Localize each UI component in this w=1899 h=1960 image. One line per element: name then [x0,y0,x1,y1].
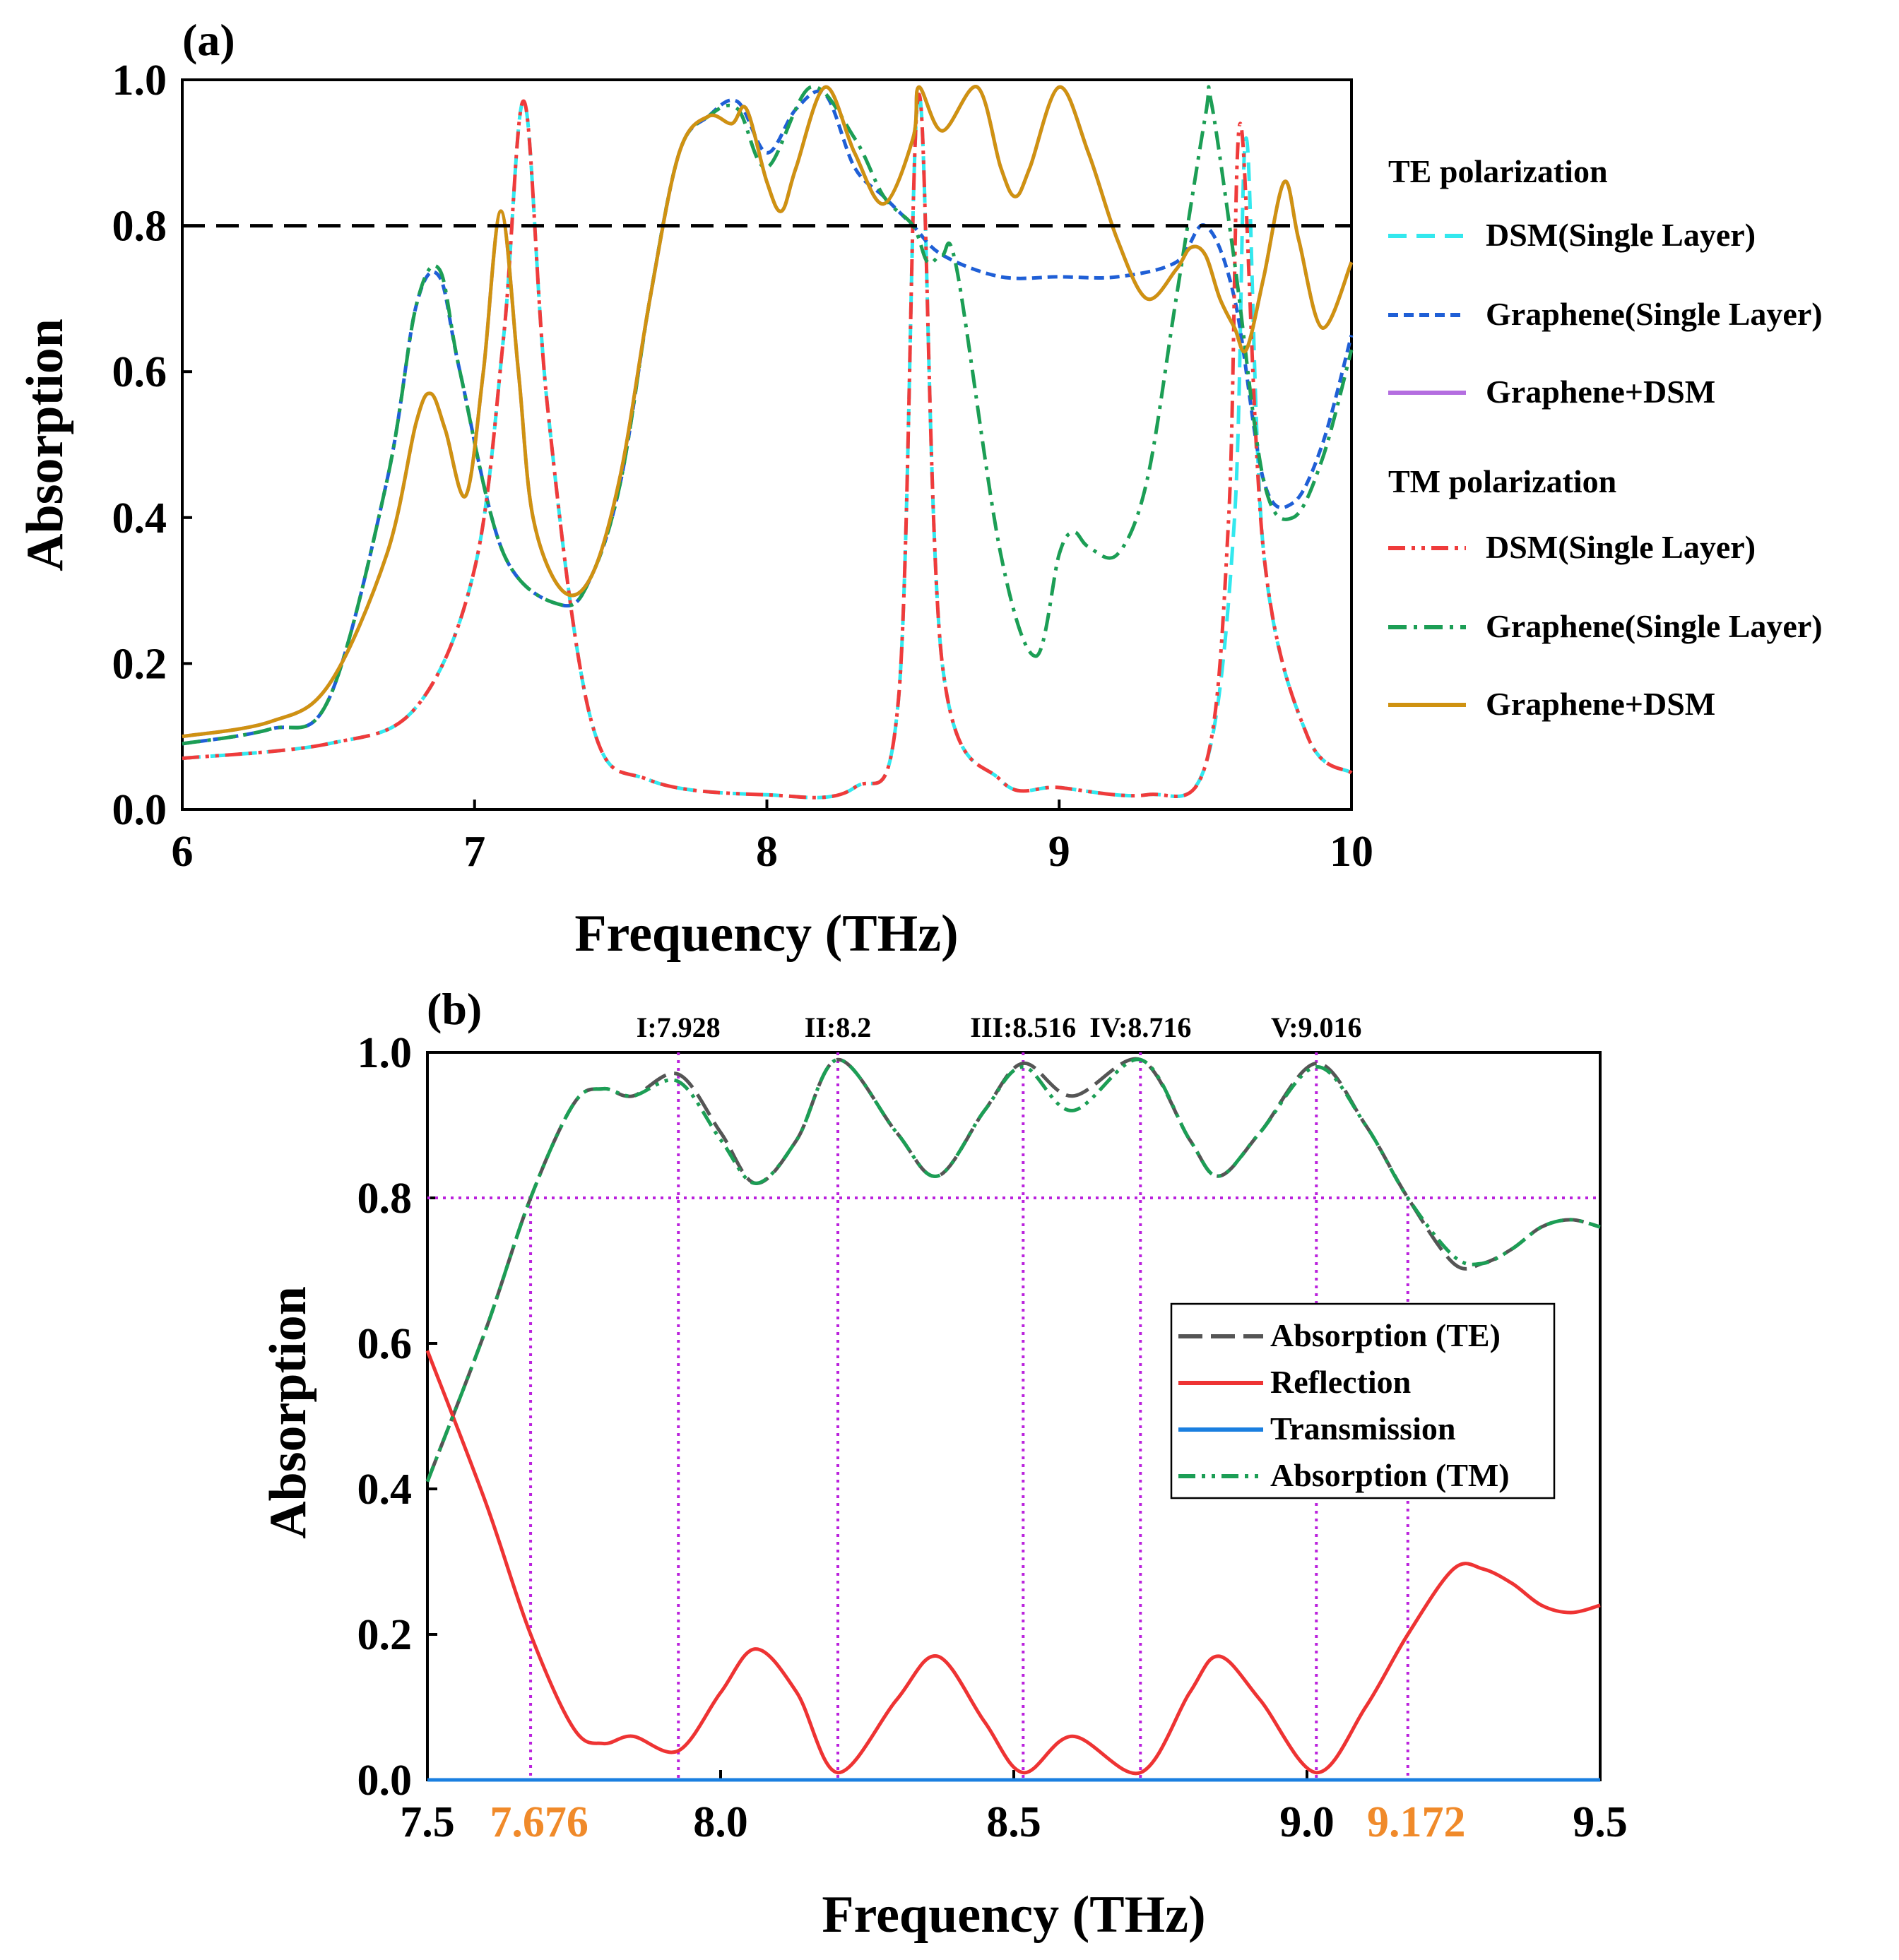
panel-b-label: (b) [427,984,482,1034]
panel-b-markers: I:7.928 II:8.2 III:8.516 IV:8.716 V:9.016 7.6… [427,1011,1600,1846]
y-tick-label: 0.0 [357,1757,413,1805]
legend-tm-heading: TM polarization [1388,463,1616,499]
legend-label-te-graphene: Graphene(Single Layer) [1486,296,1823,332]
x-tick-label: 7 [463,828,485,876]
legend-label-transmission: Transmission [1270,1410,1455,1447]
series-tm-dsm [182,93,1353,800]
panel-b-legend: Absorption (TE) Reflection Transmission Abs… [1170,1302,1556,1499]
y-tick-label: 0.8 [357,1175,413,1223]
y-tick-label: 1.0 [357,1029,413,1077]
y-tick-label: 0.6 [357,1320,413,1368]
y-tick-label: 0.6 [112,348,167,396]
y-tick-label: 0.4 [112,494,167,542]
resonance-marker-label: V:9.016 [1271,1011,1362,1043]
x-tick-label: 8.0 [693,1798,748,1846]
panel-a-frame [181,78,1353,811]
resonance-marker-label: II:8.2 [805,1011,871,1043]
legend-label-abs-te: Absorption (TE) [1270,1317,1501,1353]
series-reflection [425,1350,1601,1776]
panel-b-xlabel: Frequency (THz) [822,1886,1205,1944]
legend-te-heading: TE polarization [1388,153,1608,189]
panel-b-ylabel: Absorption [259,1286,317,1539]
y-tick-label: 1.0 [112,57,167,105]
panel-b: (b) 0.0 0.2 0.4 0.6 0.8 1.0 7.5 8.0 8.5 9.0 9.5 I:… [259,984,1628,1944]
y-tick-label: 0.8 [112,203,167,251]
x-tick-label: 8.5 [986,1798,1041,1846]
resonance-marker-label: IV:8.716 [1089,1011,1191,1043]
y-tick-label: 0.4 [357,1466,413,1514]
series-te-dsm [182,93,1353,800]
series-tm-combo [182,85,1354,739]
resonance-marker-label: I:7.928 [637,1011,721,1043]
panel-a: (a) 0.0 0.2 0.4 0.6 0.8 1.0 6 7 8 9 10 Frequency (… [16,15,1823,963]
legend-label-tm-graphene: Graphene(Single Layer) [1486,608,1823,644]
panel-a-xlabel: Frequency (THz) [574,905,958,963]
series-abs-tm [425,1057,1601,1483]
legend-label-reflection: Reflection [1270,1364,1411,1400]
band-edge-label: 9.172 [1367,1798,1466,1846]
panel-a-ylabel: Absorption [16,319,74,571]
x-tick-label: 7.5 [400,1798,455,1846]
resonance-marker-label: III:8.516 [970,1011,1076,1043]
band-edge-label: 7.676 [490,1798,588,1846]
legend-label-tm-dsm: DSM(Single Layer) [1486,529,1756,565]
legend-label-te-dsm: DSM(Single Layer) [1486,217,1756,253]
y-tick-label: 0.2 [357,1611,413,1659]
x-tick-label: 9.5 [1573,1798,1628,1846]
x-tick-label: 10 [1330,828,1373,876]
legend-label-abs-tm: Absorption (TM) [1270,1457,1510,1493]
y-tick-label: 0.0 [112,786,167,834]
panel-a-label: (a) [182,15,235,65]
series-te-graphene [182,89,1354,746]
legend-label-te-combo: Graphene+DSM [1486,374,1715,410]
legend-label-tm-combo: Graphene+DSM [1486,686,1715,722]
panel-a-axes: 0.0 0.2 0.4 0.6 0.8 1.0 6 7 8 9 10 [112,57,1374,876]
x-tick-label: 9.0 [1279,1798,1335,1846]
panel-a-legend: TE polarization TM polarization DSM(Sing… [1388,153,1823,722]
panel-b-axes: 0.0 0.2 0.4 0.6 0.8 1.0 7.5 8.0 8.5 9.0 9.5 [357,1029,1628,1846]
panel-b-legend-box [1170,1302,1556,1499]
panel-b-series [425,1057,1601,1782]
y-tick-label: 0.2 [112,640,167,688]
x-tick-label: 6 [172,828,194,876]
x-tick-label: 8 [756,828,778,876]
x-tick-label: 9 [1048,828,1070,876]
panel-a-series [182,85,1354,800]
